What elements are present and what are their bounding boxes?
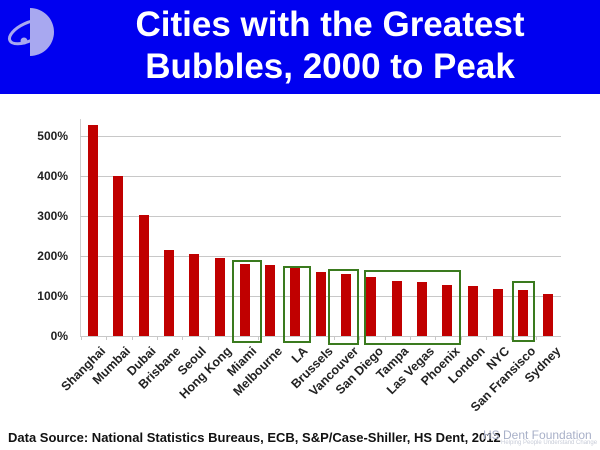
x-tick — [511, 336, 513, 340]
bar — [113, 176, 124, 336]
gridline — [80, 216, 561, 217]
x-tick — [435, 336, 437, 340]
bar — [138, 215, 149, 336]
bar — [239, 264, 250, 336]
highlight-box — [283, 266, 311, 343]
y-tick-label: 500% — [37, 129, 68, 143]
x-tick — [81, 336, 82, 340]
bar — [416, 282, 427, 336]
gridline — [80, 256, 561, 257]
bar — [163, 250, 174, 336]
y-axis-line — [80, 119, 81, 336]
highlight-box — [232, 260, 262, 343]
bar — [341, 274, 351, 336]
y-tick-label: 400% — [37, 169, 68, 183]
x-tick — [409, 336, 411, 340]
x-tick — [156, 336, 158, 340]
bar-chart: 0% 100% 200% 300% 400% 500% Shanghai Mumbai Duba… — [0, 94, 600, 424]
x-tick — [131, 336, 133, 340]
bar — [315, 272, 326, 336]
hs-dent-logo-icon — [7, 8, 54, 56]
y-tick-label: 0% — [50, 329, 68, 343]
x-tick — [106, 336, 108, 340]
bar — [518, 290, 529, 336]
y-tick-label: 200% — [37, 249, 68, 263]
bar — [265, 265, 276, 336]
x-tick — [207, 336, 209, 340]
slide-title: Cities with the Greatest Bubbles, 2000 t… — [60, 4, 600, 88]
bar — [492, 289, 503, 336]
gridline — [80, 336, 561, 337]
bar — [543, 294, 554, 336]
x-tick — [460, 336, 462, 340]
x-tick — [359, 336, 361, 340]
highlight-box — [364, 270, 461, 345]
watermark-tagline: Helping People Understand Change — [501, 440, 598, 446]
watermark-text: HS Dent Foundation — [483, 428, 592, 442]
gridline — [80, 136, 561, 137]
y-tick-label: 300% — [37, 209, 68, 223]
title-line-1: Cities with the Greatest — [135, 5, 525, 44]
watermark: HS Dent Foundation Helping People Underst… — [483, 428, 597, 446]
x-tick — [384, 336, 386, 340]
bar — [290, 268, 301, 336]
title-line-2: Bubbles, 2000 to Peak — [145, 47, 515, 86]
gridline — [80, 176, 561, 177]
highlight-box — [512, 281, 535, 342]
title-banner: Cities with the Greatest Bubbles, 2000 t… — [0, 0, 600, 94]
bar — [88, 124, 98, 336]
data-source: Data Source: National Statistics Bureaus… — [8, 430, 501, 445]
bar — [366, 276, 377, 336]
bar — [189, 254, 200, 336]
y-tick-label: 100% — [37, 289, 68, 303]
highlight-box — [328, 269, 359, 345]
bar — [391, 280, 402, 336]
x-tick — [536, 336, 538, 340]
x-tick — [182, 336, 184, 340]
bar — [442, 285, 453, 336]
x-tick — [258, 336, 260, 340]
bar — [214, 258, 225, 336]
x-tick — [334, 336, 335, 340]
x-tick — [485, 336, 487, 340]
bar — [467, 285, 478, 336]
